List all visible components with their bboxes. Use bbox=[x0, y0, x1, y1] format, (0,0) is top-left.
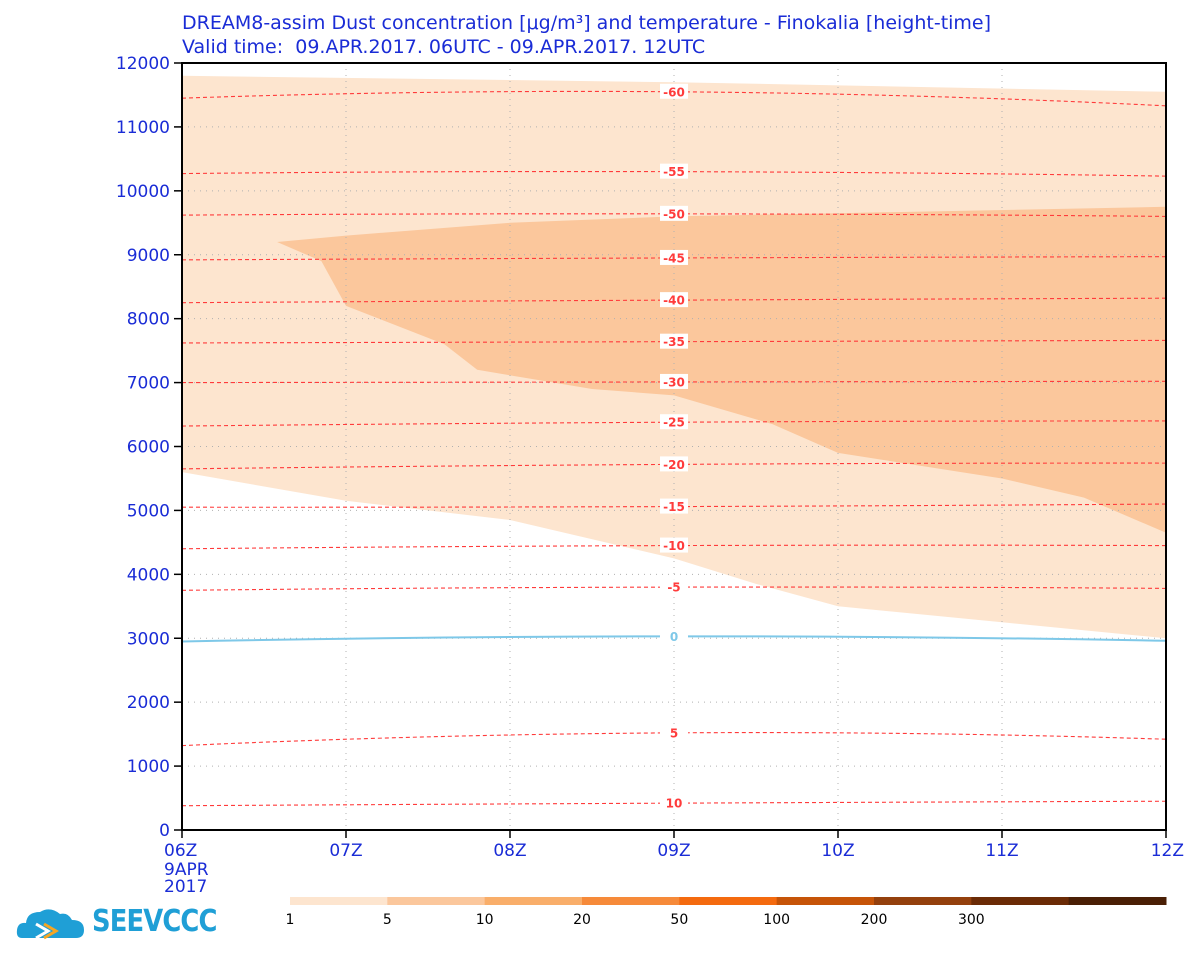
x-tick-label: 06Z bbox=[164, 841, 197, 861]
x-tick-label: 08Z bbox=[493, 841, 526, 861]
colorbar-label: 10 bbox=[476, 912, 494, 928]
y-tick-label: 1000 bbox=[127, 757, 170, 777]
isotherm-label-bg bbox=[660, 498, 688, 514]
cloud-logo-icon bbox=[16, 909, 84, 940]
chart-title: DREAM8-assim Dust concentration [μg/m³] … bbox=[182, 12, 992, 34]
colorbar-segment bbox=[1068, 897, 1167, 905]
colorbar-label: 50 bbox=[670, 912, 688, 928]
colorbar-segment bbox=[387, 897, 486, 905]
isotherm-label-bg bbox=[660, 579, 688, 595]
logo-text: SEEVCCC bbox=[92, 904, 217, 939]
x-tick-label: 10Z bbox=[821, 841, 854, 861]
y-tick-label: 10000 bbox=[116, 182, 170, 202]
x-date-label: 9APR bbox=[164, 860, 209, 880]
y-tick-label: 9000 bbox=[127, 246, 170, 266]
isotherm-label: -50 bbox=[663, 207, 685, 221]
colorbar-segment bbox=[776, 897, 875, 905]
isotherm-label: 0 bbox=[670, 630, 678, 644]
y-tick-label: 6000 bbox=[127, 438, 170, 458]
isotherm-label-bg bbox=[660, 414, 688, 430]
isotherm-label: -30 bbox=[663, 375, 685, 389]
isotherm-label-bg bbox=[660, 249, 688, 265]
isotherm-label: -25 bbox=[663, 416, 685, 430]
isotherm-label: 5 bbox=[670, 726, 678, 740]
colorbar-label: 300 bbox=[958, 912, 985, 928]
isotherm-label-bg bbox=[660, 456, 688, 472]
isotherm-label: -5 bbox=[667, 581, 680, 595]
y-tick-label: 8000 bbox=[127, 310, 170, 330]
colorbar-segment bbox=[971, 897, 1070, 905]
isotherm-label-bg bbox=[660, 537, 688, 553]
y-tick-label: 3000 bbox=[127, 629, 170, 649]
isotherm-label: -20 bbox=[663, 458, 685, 472]
colorbar-label: 5 bbox=[383, 912, 392, 928]
isotherm-label-bg bbox=[660, 333, 688, 349]
colorbar-segment bbox=[679, 897, 778, 905]
isotherm-label-bg bbox=[660, 83, 688, 99]
isotherm-label: -10 bbox=[663, 539, 685, 553]
y-tick-label: 0 bbox=[159, 821, 170, 841]
isotherm-label: 10 bbox=[666, 797, 683, 811]
isotherm-label-bg bbox=[660, 373, 688, 389]
isotherm-label: -15 bbox=[663, 500, 685, 514]
y-tick-label: 2000 bbox=[127, 693, 170, 713]
colorbar-segment bbox=[290, 897, 388, 905]
isotherm-label-bg bbox=[660, 628, 688, 644]
y-tick-label: 11000 bbox=[116, 118, 170, 138]
x-tick-label: 07Z bbox=[329, 841, 362, 861]
y-tick-label: 12000 bbox=[116, 54, 170, 74]
colorbar-label: 20 bbox=[573, 912, 591, 928]
isotherm-label-bg bbox=[660, 724, 688, 740]
isotherm-labels: 10 5 0 -5 -10 -15 -20 -25 -30 -35 -40 -45 -50 -55 -60 bbox=[660, 83, 688, 811]
isotherm-label: -35 bbox=[663, 335, 685, 349]
chart-subtitle: Valid time: 09.APR.2017. 06UTC - 09.APR.… bbox=[182, 36, 706, 58]
y-tick-label: 7000 bbox=[127, 374, 170, 394]
x-tick-label: 12Z bbox=[1151, 841, 1184, 861]
x-tick-label: 11Z bbox=[985, 841, 1018, 861]
isotherm-label-bg bbox=[660, 795, 688, 811]
colorbar-segment bbox=[484, 897, 583, 905]
isotherm-label-bg bbox=[660, 163, 688, 179]
colorbar: 1 5 10 20 50 100 200 300 bbox=[286, 897, 1167, 928]
dust-region-5-10 bbox=[277, 206, 1166, 533]
isotherm-label-bg bbox=[660, 292, 688, 308]
isotherm-label: -60 bbox=[663, 85, 685, 99]
colorbar-label: 200 bbox=[861, 912, 888, 928]
y-axis: 0 1000 2000 3000 4000 5000 6000 7000 8000 9000 100… bbox=[116, 54, 182, 841]
x-tick-label: 09Z bbox=[657, 841, 690, 861]
isotherm-label-bg bbox=[660, 205, 688, 221]
colorbar-segment bbox=[874, 897, 972, 905]
colorbar-label: 100 bbox=[763, 912, 790, 928]
y-tick-label: 5000 bbox=[127, 501, 170, 521]
colorbar-segment bbox=[582, 897, 680, 905]
isotherm-label: -55 bbox=[663, 165, 685, 179]
isotherm-label: -40 bbox=[663, 294, 685, 308]
y-tick-label: 4000 bbox=[127, 565, 170, 585]
isotherm-label: -45 bbox=[663, 251, 685, 265]
x-date-label: 2017 bbox=[164, 877, 207, 897]
colorbar-label: 1 bbox=[286, 912, 295, 928]
